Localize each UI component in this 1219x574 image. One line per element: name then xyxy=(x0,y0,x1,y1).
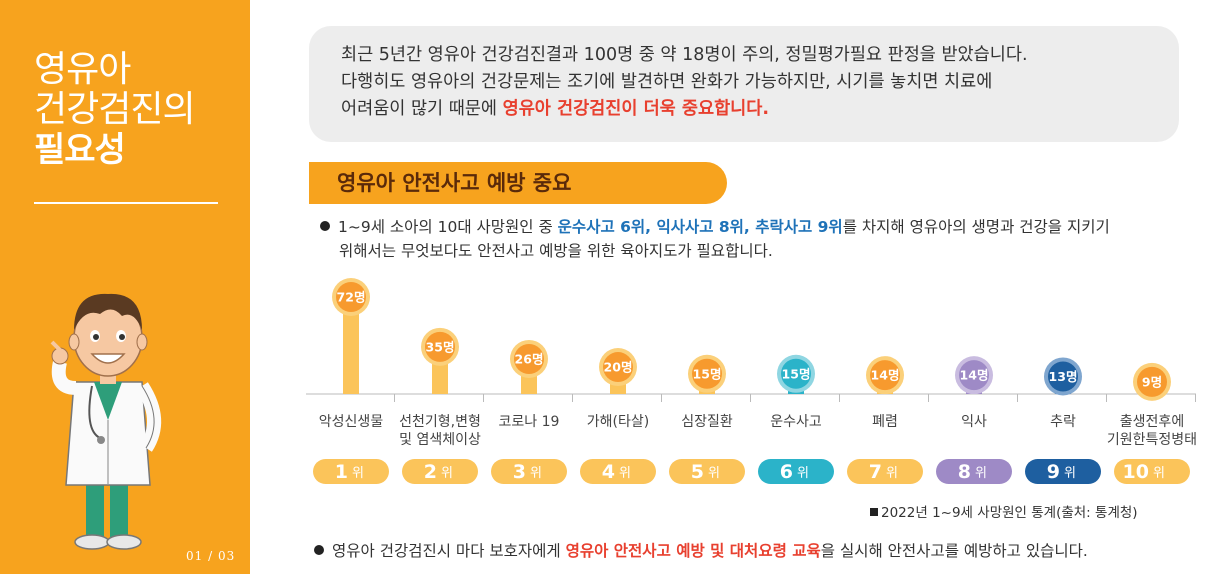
chart-value-label: 15명 xyxy=(782,366,811,381)
bullet1-text-b: 를 차지해 영유아의 생명과 건강을 지키기 xyxy=(842,218,1110,236)
chart-source: 2022년 1~9세 사망원인 통계(출처: 통계청) xyxy=(870,501,1138,521)
chart-rank-suffix: 위 xyxy=(352,466,364,481)
bullet1-emphasis: 운수사고 6위, 익사사고 8위, 추락사고 9위 xyxy=(557,218,843,236)
chart-bubble xyxy=(870,360,900,391)
chart-category-label: 폐렴 xyxy=(872,414,898,430)
chart-category-label: 악성신생물 xyxy=(319,414,384,430)
chart-value-label: 9명 xyxy=(1142,374,1162,389)
chart-category-label: 심장질환 xyxy=(681,414,733,430)
chart-category-label: 선천기형,변형 xyxy=(399,414,481,430)
chart-rank-number: 4 xyxy=(602,461,615,483)
sidebar: 영유아 건강검진의 필요성 xyxy=(0,0,250,574)
chart-rank-suffix: 위 xyxy=(975,466,987,481)
chart-category-label: 출생전후에 xyxy=(1120,414,1184,430)
chart-rank-number: 7 xyxy=(869,461,882,483)
chart-bubble xyxy=(336,282,366,312)
chart-rank-number: 8 xyxy=(958,461,971,483)
chart-bubble xyxy=(603,352,633,383)
intro-line3-emphasis: 영유아 건강검진이 더욱 중요합니다. xyxy=(502,99,770,119)
chart-value-label: 72명 xyxy=(337,290,366,305)
chart-rank-number: 3 xyxy=(513,461,526,483)
chart-rank-number: 9 xyxy=(1047,461,1060,483)
intro-line3-text: 어려움이 많기 때문에 xyxy=(341,99,503,119)
chart-bubble xyxy=(781,358,811,389)
chart-rank-number: 1 xyxy=(335,461,348,483)
chart-value-label: 13명 xyxy=(1049,369,1078,384)
chart-value-label: 14명 xyxy=(871,368,900,383)
bullet2-emphasis: 영유아 안전사고 예방 및 대처요령 교육 xyxy=(565,542,821,560)
chart-rank-suffix: 위 xyxy=(530,466,542,481)
doctor-illustration xyxy=(50,293,162,550)
chart-value-label: 35명 xyxy=(426,339,455,354)
source-text: 2022년 1~9세 사망원인 통계(출처: 통계청) xyxy=(881,505,1138,521)
chart-rank-number: 10 xyxy=(1123,461,1149,483)
intro-line2: 다행히도 영유아의 건강문제는 조기에 발견하면 완화가 가능하지만, 시기를 … xyxy=(341,72,993,92)
chart-rank-suffix: 위 xyxy=(619,466,631,481)
sidebar-title-line1: 영유아 xyxy=(34,49,131,90)
chart-category-label: 기원한특정병태 xyxy=(1107,432,1197,448)
chart-category-label: 추락 xyxy=(1050,414,1076,430)
chart-value-label: 26명 xyxy=(515,351,544,366)
chart-rank-number: 6 xyxy=(780,461,793,483)
chart-category-label: 가해(타살) xyxy=(587,414,649,430)
chart-value-label: 20명 xyxy=(604,360,633,375)
chart-rank-pill xyxy=(847,459,923,484)
source-square-icon xyxy=(870,508,878,516)
chart-bubble xyxy=(1137,366,1167,397)
chart-category-label: 익사 xyxy=(961,414,987,430)
chart-rank-pill xyxy=(936,459,1012,484)
chart-category-label: 운수사고 xyxy=(770,414,822,430)
chart-rank-suffix: 위 xyxy=(1064,466,1076,481)
chart-bubble xyxy=(959,360,989,391)
bullet-education: 영유아 건강검진시 마다 보호자에게 영유아 안전사고 예방 및 대처요령 교육… xyxy=(314,539,1088,561)
chart-rank-pill xyxy=(402,459,478,484)
sidebar-divider xyxy=(34,202,218,204)
bullet2-text-a: 영유아 건강검진시 마다 보호자에게 xyxy=(332,542,566,560)
bullet1-text-a: 1~9세 소아의 10대 사망원인 중 xyxy=(338,218,558,236)
chart-category-label: 및 염색체이상 xyxy=(399,432,481,448)
page-indicator: 01 / 03 xyxy=(186,549,236,563)
chart-bubble xyxy=(1048,361,1078,392)
chart-bubble xyxy=(692,358,722,389)
sidebar-title-line2: 건강검진의 xyxy=(34,89,196,130)
chart-rank-pill xyxy=(1025,459,1101,484)
chart-rank-suffix: 위 xyxy=(1153,466,1165,481)
chart-bar xyxy=(343,297,359,394)
bullet2-text-b: 을 실시해 안전사고를 예방하고 있습니다. xyxy=(820,542,1088,560)
chart-rank-suffix: 위 xyxy=(886,466,898,481)
bullet-dot xyxy=(320,221,330,231)
chart-bubble xyxy=(514,343,544,374)
bullet-intro-stats: 1~9세 소아의 10대 사망원인 중 운수사고 6위, 익사사고 8위, 추락… xyxy=(320,215,1190,263)
chart-category-label: 코로나 19 xyxy=(499,414,560,430)
chart-value-label: 14명 xyxy=(960,368,989,383)
intro-line3: 어려움이 많기 때문에 영유아 건강검진이 더욱 중요합니다. xyxy=(341,96,1149,123)
intro-line1: 최근 5년간 영유아 건강검진결과 100명 중 약 18명이 주의, 정밀평가… xyxy=(341,45,1028,65)
chart-rank-suffix: 위 xyxy=(441,466,453,481)
chart-rank-number: 2 xyxy=(424,461,437,483)
chart-rank-suffix: 위 xyxy=(797,466,809,481)
chart-bubble xyxy=(425,331,455,362)
chart-rank-pill xyxy=(758,459,834,484)
chart-rank-pill xyxy=(580,459,656,484)
bullet-dot xyxy=(314,545,324,555)
chart-rank-pill xyxy=(491,459,567,484)
chart-rank-pill xyxy=(669,459,745,484)
chart-value-label: 15명 xyxy=(693,366,722,381)
chart-rank-pill xyxy=(313,459,389,484)
sidebar-title-line3: 필요성 xyxy=(34,130,126,170)
bullet1-line2: 위해서는 무엇보다도 안전사고 예방을 위한 육아지도가 필요합니다. xyxy=(339,242,773,260)
section-header: 영유아 안전사고 예방 중요 xyxy=(309,162,727,204)
sidebar-title: 영유아 건강검진의 필요성 xyxy=(34,49,196,171)
chart-rank-suffix: 위 xyxy=(708,466,720,481)
chart-rank-number: 5 xyxy=(691,461,704,483)
chart-rank-pill xyxy=(1114,459,1190,484)
intro-box: 최근 5년간 영유아 건강검진결과 100명 중 약 18명이 주의, 정밀평가… xyxy=(309,26,1179,142)
